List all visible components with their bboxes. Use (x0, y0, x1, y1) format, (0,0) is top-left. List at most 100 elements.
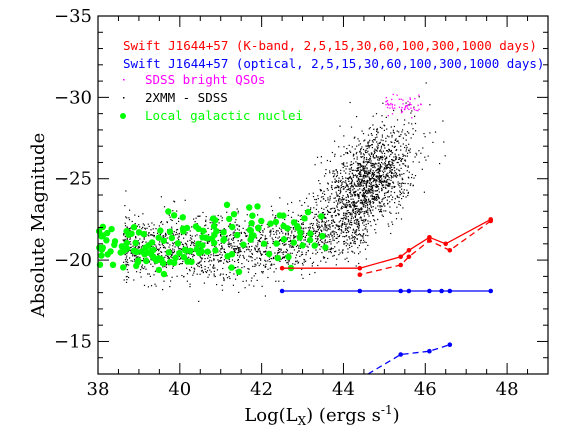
xmm-sdss-point (411, 173, 413, 176)
xmm-sdss-point (143, 237, 145, 239)
xmm-sdss-point (365, 159, 367, 161)
xmm-sdss-point (367, 188, 369, 190)
xmm-sdss-point (382, 139, 384, 142)
xmm-sdss-point (351, 224, 353, 226)
xmm-sdss-point (362, 175, 365, 177)
xmm-sdss-point (126, 253, 128, 255)
xmm-sdss-point (358, 197, 360, 199)
xmm-sdss-point (342, 186, 344, 188)
xmm-sdss-point (279, 239, 281, 241)
xmm-sdss-point (348, 188, 350, 190)
xmm-sdss-point (275, 231, 277, 233)
xmm-sdss-point (339, 193, 341, 195)
xmm-sdss-point (344, 205, 346, 207)
xmm-sdss-point (395, 174, 397, 176)
series-marker (406, 254, 412, 260)
xmm-sdss-point (259, 250, 261, 252)
xmm-sdss-point (356, 170, 358, 172)
xmm-sdss-point (138, 253, 140, 255)
xmm-sdss-point (322, 241, 324, 243)
xmm-sdss-point (365, 202, 367, 204)
xmm-sdss-point (181, 243, 183, 245)
xmm-sdss-point (384, 164, 386, 166)
xmm-sdss-point (390, 174, 392, 177)
xmm-sdss-point (361, 219, 363, 221)
xmm-sdss-point (243, 266, 245, 268)
xmm-sdss-point (387, 223, 389, 225)
xmm-sdss-point (267, 260, 269, 262)
xmm-sdss-point (171, 250, 173, 252)
xmm-sdss-point (342, 166, 344, 169)
xmm-sdss-point (243, 231, 245, 234)
xmm-sdss-point (232, 234, 234, 236)
xmm-sdss-point (373, 152, 376, 154)
xmm-sdss-point (398, 158, 400, 160)
xmm-sdss-point (364, 170, 366, 172)
xmm-sdss-point (273, 233, 275, 235)
xmm-sdss-point (407, 165, 409, 167)
xmm-sdss-point (360, 148, 362, 150)
xmm-sdss-point (387, 151, 389, 153)
xmm-sdss-point (334, 227, 336, 229)
xmm-sdss-point (382, 102, 384, 104)
xmm-sdss-point (294, 230, 296, 232)
xmm-sdss-point (349, 177, 351, 179)
xmm-sdss-point (266, 238, 268, 240)
xmm-sdss-point (294, 263, 296, 265)
xmm-sdss-point (361, 208, 363, 210)
xmm-sdss-point (352, 153, 355, 155)
xmm-sdss-point (283, 256, 285, 258)
xmm-sdss-point (365, 234, 367, 236)
xmm-sdss-point (385, 182, 387, 184)
xmm-sdss-point (352, 162, 355, 164)
sdss-qso-point (407, 104, 409, 106)
xmm-sdss-point (401, 173, 403, 175)
xmm-sdss-point (369, 127, 371, 129)
xmm-sdss-point (345, 206, 347, 208)
xmm-sdss-point (228, 276, 230, 278)
xmm-sdss-point (125, 261, 127, 263)
xmm-sdss-point (336, 237, 338, 239)
xmm-sdss-point (298, 245, 300, 247)
xmm-sdss-point (378, 142, 380, 144)
xmm-sdss-point (371, 185, 373, 187)
xmm-sdss-point (352, 201, 354, 203)
xmm-sdss-point (277, 230, 279, 232)
xmm-sdss-point (345, 191, 347, 193)
xmm-sdss-point (362, 237, 364, 239)
xmm-sdss-point (129, 238, 131, 240)
xmm-sdss-point (360, 207, 362, 209)
xmm-sdss-point (364, 187, 366, 189)
xmm-sdss-point (293, 234, 295, 236)
xmm-sdss-point (336, 171, 338, 173)
xmm-sdss-point (407, 191, 409, 193)
xmm-sdss-point (201, 233, 203, 235)
xmm-sdss-point (372, 209, 374, 211)
xmm-sdss-point (365, 228, 367, 230)
xmm-sdss-point (151, 234, 153, 236)
xmm-sdss-point (356, 145, 358, 147)
xmm-sdss-point (266, 245, 268, 247)
xmm-sdss-point (318, 221, 320, 223)
xmm-sdss-point (365, 183, 368, 185)
xmm-sdss-point (290, 235, 292, 237)
xmm-sdss-point (372, 166, 374, 168)
xmm-sdss-point (296, 219, 298, 221)
xmm-sdss-point (367, 145, 369, 147)
xmm-sdss-point (212, 266, 214, 268)
xmm-sdss-point (210, 271, 212, 273)
galactic-nucleus-point (211, 231, 218, 239)
xmm-sdss-point (335, 232, 337, 234)
xmm-sdss-point (395, 218, 398, 220)
xmm-sdss-point (325, 217, 327, 219)
xmm-sdss-point (395, 156, 398, 158)
xmm-sdss-point (153, 224, 155, 226)
xmm-sdss-point (333, 239, 335, 241)
sdss-qso-point (409, 102, 411, 104)
xmm-sdss-point (367, 204, 369, 206)
xmm-sdss-point (239, 243, 241, 245)
xmm-sdss-point (366, 206, 369, 208)
xmm-sdss-point (389, 168, 391, 170)
xmm-sdss-point (362, 156, 364, 158)
xmm-sdss-point (380, 209, 382, 211)
